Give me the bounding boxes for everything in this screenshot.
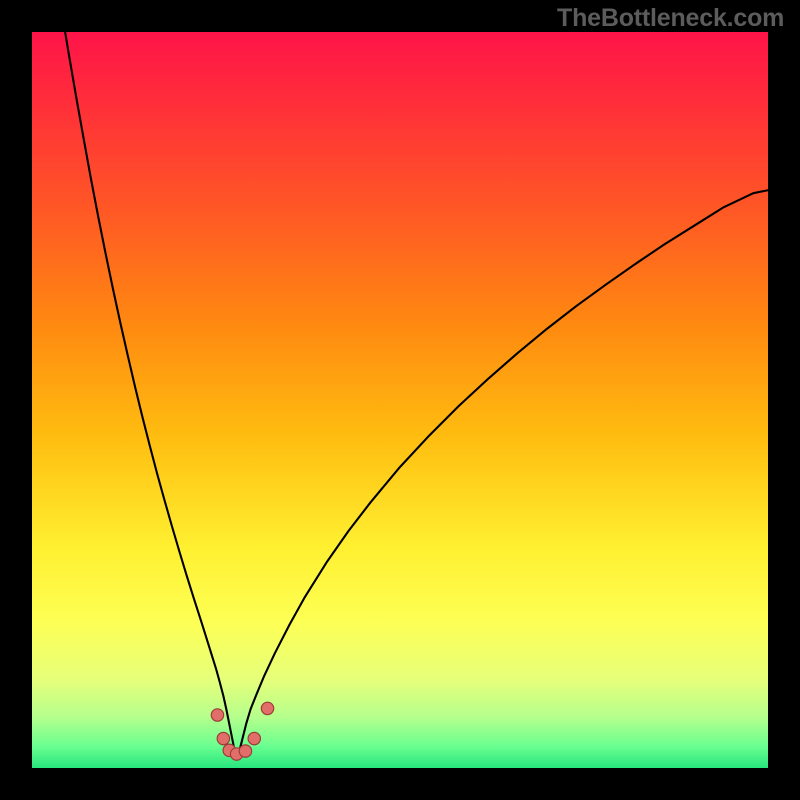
chart-frame bbox=[32, 32, 768, 768]
watermark-text: TheBottleneck.com bbox=[557, 4, 784, 33]
marker-dot bbox=[248, 732, 260, 744]
marker-dot bbox=[261, 702, 273, 714]
chart-svg bbox=[32, 32, 768, 768]
gradient-background bbox=[32, 32, 768, 768]
marker-dot bbox=[211, 709, 223, 721]
marker-dot bbox=[217, 732, 229, 744]
plot-area bbox=[32, 32, 768, 768]
marker-dot bbox=[239, 745, 251, 757]
